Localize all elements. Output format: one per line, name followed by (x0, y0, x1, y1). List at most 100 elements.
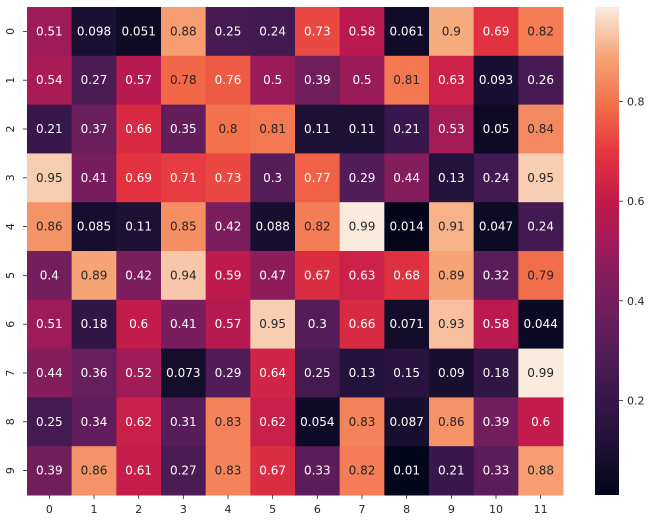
heatmap-cell (71, 251, 117, 301)
heatmap-cell-label: 0.53 (438, 122, 465, 136)
heatmap-cell (116, 397, 162, 447)
heatmap-cell-label: 0.39 (483, 415, 510, 429)
heatmap-cell-label: 0.51 (36, 24, 63, 38)
heatmap-cell (473, 55, 519, 106)
heatmap-cell-label: 0.85 (170, 220, 197, 234)
heatmap-cell (384, 446, 430, 496)
heatmap-cell (116, 299, 162, 350)
heatmap-cell (27, 299, 73, 350)
heatmap-cell-label: 0.89 (81, 268, 108, 282)
heatmap-cell (429, 104, 475, 154)
heatmap-cell-label: 0.8 (218, 122, 237, 136)
heatmap-cell (518, 299, 564, 350)
heatmap-cell (27, 104, 73, 154)
heatmap-cell-label: 0.01 (393, 464, 420, 478)
heatmap-cell-label: 0.51 (36, 317, 63, 331)
heatmap-cell (205, 55, 251, 106)
heatmap-cell (161, 397, 207, 447)
heatmap-cell-label: 0.36 (81, 366, 108, 380)
heatmap-cell-label: 0.82 (304, 220, 331, 234)
heatmap-cell-label: 0.99 (527, 366, 554, 380)
heatmap-cell-label: 0.21 (438, 464, 465, 478)
heatmap-cell (161, 202, 207, 252)
heatmap-cell-label: 0.77 (304, 171, 331, 185)
heatmap-cell-label: 0.52 (125, 366, 152, 380)
heatmap-cell (250, 446, 296, 496)
heatmap-cell (205, 104, 251, 154)
heatmap-cell-label: 0.25 (36, 415, 63, 429)
heatmap-cell (250, 348, 296, 398)
heatmap-cell-label: 0.34 (81, 415, 108, 429)
heatmap-cell-label: 0.64 (259, 366, 286, 380)
heatmap-cell (161, 104, 207, 154)
heatmap-cell-label: 0.5 (263, 73, 282, 87)
colorbar-tick-label: 0.2 (627, 394, 645, 407)
heatmap-cell (295, 299, 341, 350)
heatmap-cell (295, 202, 341, 252)
heatmap-cell-label: 0.82 (527, 24, 554, 38)
heatmap-cell-label: 0.99 (349, 220, 376, 234)
heatmap-cell (205, 7, 251, 57)
heatmap-cell (205, 397, 251, 447)
heatmap-cell (27, 7, 73, 57)
heatmap-cell (250, 104, 296, 154)
heatmap-cell (71, 348, 117, 398)
heatmap-cell (205, 202, 251, 252)
heatmap-cell (71, 446, 117, 496)
heatmap-cell-label: 0.63 (349, 268, 376, 282)
heatmap-cell (384, 7, 430, 57)
heatmap-cell-label: 0.25 (215, 24, 242, 38)
heatmap-cell (339, 251, 385, 301)
heatmap-cell-label: 0.44 (393, 171, 420, 185)
heatmap-cell-label: 0.59 (215, 268, 242, 282)
heatmap-cell-label: 0.5 (352, 73, 371, 87)
y-tick-label: 1 (4, 77, 17, 84)
x-tick-label: 7 (359, 503, 366, 516)
heatmap-cell (205, 348, 251, 398)
heatmap-cell-label: 0.071 (389, 317, 423, 331)
heatmap-cell-label: 0.83 (215, 464, 242, 478)
heatmap-cell (116, 251, 162, 301)
heatmap-cell-label: 0.66 (125, 122, 152, 136)
colorbar-ticks: 0.2 0.4 0.6 0.8 (619, 96, 645, 407)
heatmap-cell (384, 104, 430, 154)
heatmap-cell (295, 397, 341, 447)
heatmap-cell-label: 0.91 (438, 220, 465, 234)
heatmap-cell (161, 348, 207, 398)
y-tick-label: 2 (4, 126, 17, 133)
heatmap-cell (116, 55, 162, 106)
heatmap-cell (384, 153, 430, 203)
heatmap-cell (161, 7, 207, 57)
heatmap-cell (473, 397, 519, 447)
x-tick-label: 3 (180, 503, 187, 516)
heatmap-cell (27, 55, 73, 106)
heatmap-cell (473, 202, 519, 252)
heatmap-cell (473, 446, 519, 496)
heatmap-cell (518, 397, 564, 447)
heatmap-cell (295, 104, 341, 154)
heatmap-cell-label: 0.57 (125, 73, 152, 87)
x-tick-label: 8 (403, 503, 410, 516)
heatmap-cell-label: 0.39 (304, 73, 331, 87)
heatmap-cell-label: 0.83 (349, 415, 376, 429)
heatmap-cell-label: 0.09 (438, 366, 465, 380)
heatmap-cell (384, 202, 430, 252)
y-tick-label: 5 (4, 272, 17, 279)
heatmap-cell-label: 0.41 (81, 171, 108, 185)
colorbar-tick-label: 0.4 (627, 295, 645, 308)
heatmap-cell-label: 0.66 (349, 317, 376, 331)
x-tick-label: 2 (135, 503, 142, 516)
heatmap-cell-label: 0.82 (349, 464, 376, 478)
heatmap-cell-label: 0.47 (259, 268, 286, 282)
heatmap-cell-label: 0.088 (255, 220, 289, 234)
heatmap-cell (384, 348, 430, 398)
heatmap-cell (116, 348, 162, 398)
x-tick-label: 1 (91, 503, 98, 516)
heatmap-cell (429, 202, 475, 252)
heatmap-cell-label: 0.39 (36, 464, 63, 478)
heatmap-cell (205, 299, 251, 350)
y-tick-label: 3 (4, 174, 17, 181)
heatmap-cell-label: 0.044 (523, 317, 557, 331)
heatmap-cell (339, 299, 385, 350)
heatmap-cell-label: 0.21 (393, 122, 420, 136)
